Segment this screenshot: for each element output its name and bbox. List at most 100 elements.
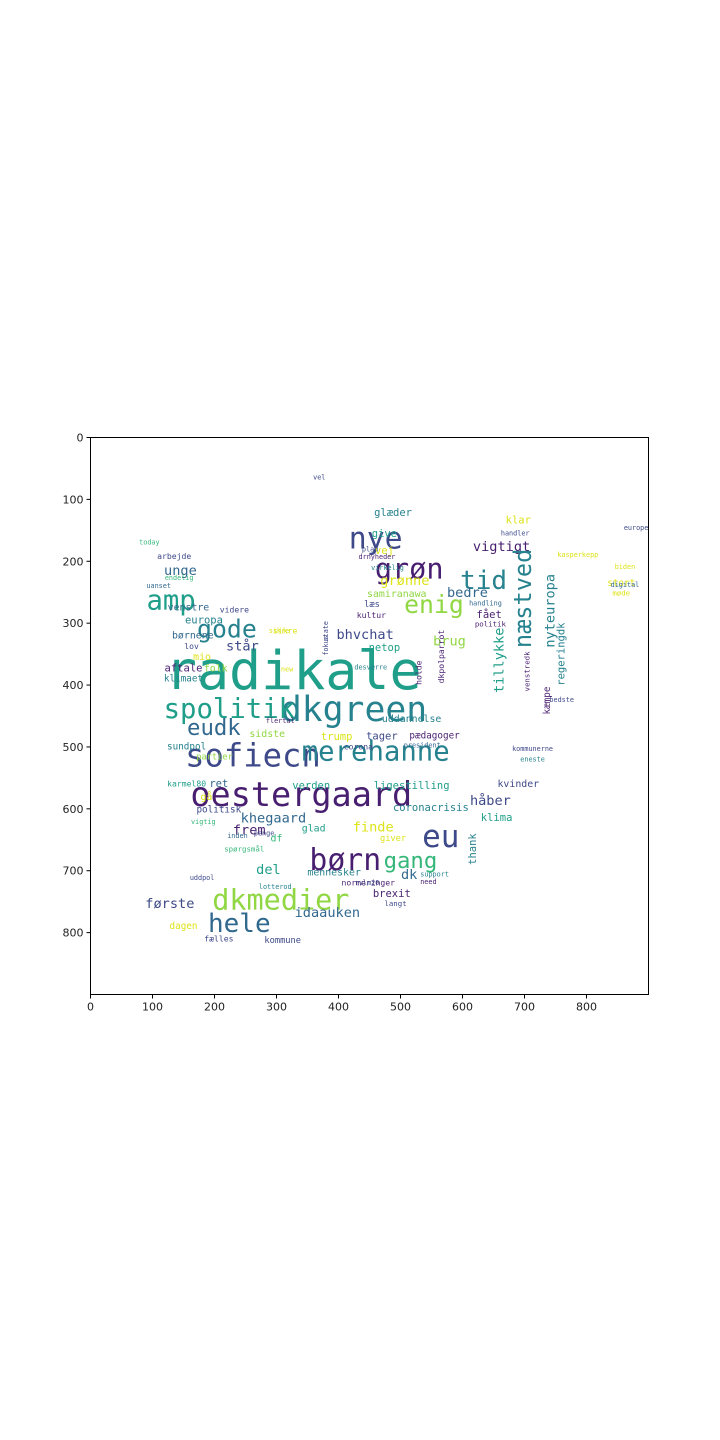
word-børnene: børnene (172, 631, 214, 642)
word-politik: politik (475, 619, 507, 628)
x-tick-label: 300 (266, 1001, 287, 1014)
word-klima: klima (481, 812, 513, 824)
word-rvlm20: rvlm20 (355, 879, 380, 887)
word-uanset: uanset (146, 582, 171, 590)
word-president: president (404, 742, 441, 750)
word-brexit: brexit (373, 888, 411, 900)
word-dkmedier: dkmedier (212, 884, 349, 917)
word-trump: trump (321, 731, 353, 743)
y-axis: 0 100 200 300 400 500 600 700 800 (63, 432, 91, 940)
word-første: første (145, 896, 194, 912)
word-eudk: eudk (187, 715, 241, 741)
y-tick-label: 600 (63, 803, 84, 816)
word-glæder: glæder (374, 507, 412, 519)
x-tick-label: 100 (142, 1001, 163, 1014)
word-mio: mio (193, 652, 211, 663)
word-kvinder: kvinder (497, 779, 539, 790)
word-oestergaard: oestergaard (190, 775, 412, 814)
word-fælles: fælles (204, 933, 233, 943)
word-sundpol: sundpol (167, 741, 206, 752)
word-unge: unge (164, 563, 197, 579)
word-spolitik: spolitik (164, 694, 296, 725)
word-enig: enig (404, 590, 464, 619)
word-thank: thank (467, 833, 479, 865)
word-karmel80: karmel80 (167, 779, 206, 789)
y-tick-label: 700 (63, 865, 84, 878)
word-merehanne: merehanne (302, 737, 450, 768)
y-tick-label: 400 (63, 679, 84, 692)
word-spørgsmål: spørgsmål (224, 845, 264, 854)
word-klar: klar (506, 514, 531, 526)
word-plan: plan (362, 546, 378, 554)
word-virkelig: virkelig (371, 564, 404, 572)
word-tager: tager (366, 730, 398, 742)
word-idaauken: idaauken (295, 905, 360, 921)
y-tick-label: 200 (63, 555, 84, 568)
word-ret: ret (209, 778, 228, 790)
word-håber: håber (470, 792, 511, 809)
word-kæmpe: kæmpe (542, 686, 553, 714)
word-bedre: bedre (447, 585, 488, 601)
x-tick-label: 800 (576, 1001, 597, 1014)
word-pædagoger: pædagoger (409, 730, 460, 741)
word-amp: amp (146, 586, 195, 617)
x-tick-label: 400 (328, 1001, 349, 1014)
word-drnyheder: drnyheder (359, 553, 396, 561)
x-tick-label: 500 (390, 1001, 411, 1014)
word-tid: tid (460, 566, 507, 596)
word-uddannelse: uddannelse (382, 714, 442, 725)
word-netop: netop (369, 642, 401, 654)
word-digital: digital (611, 581, 640, 589)
word-europe: europe (624, 524, 649, 532)
word-dk: dk (401, 867, 417, 883)
word-kommunerne: kommunerne (512, 745, 553, 753)
word-eneste: eneste (520, 755, 545, 763)
word-sofiecn: sofiecn (185, 736, 321, 774)
word-handler: handler (501, 529, 530, 537)
word-brug: brug (433, 634, 466, 650)
word-langt: langt (384, 899, 406, 908)
word-ligestilling: ligestilling (374, 780, 450, 792)
word-verden: verden (292, 780, 330, 792)
word-frem: frem (233, 822, 266, 838)
word-kasperkepp: kasperkepp (557, 551, 598, 559)
word-radikale: radikale (165, 640, 422, 702)
word-penge: penge (254, 830, 274, 838)
word-grønne: grønne (380, 573, 429, 589)
word-khegaard: khegaard (241, 811, 306, 827)
word-europa: europa (185, 615, 223, 627)
word-giver: giver (380, 834, 406, 844)
word-venstredk: venstredk (523, 651, 532, 692)
word-samiranawa: samiranawa (367, 589, 427, 600)
word-gang: gang (384, 848, 438, 874)
y-tick-label: 100 (63, 493, 84, 506)
word-arbejde: arbejde (157, 551, 191, 561)
word-grøn: grøn (375, 553, 444, 586)
word-dkgreen: dkgreen (281, 690, 427, 730)
word-næstved: næstved (509, 549, 537, 648)
word-bhvchat: bhvchat (337, 627, 394, 643)
x-tick-label: 700 (514, 1001, 535, 1014)
word-need: need (420, 878, 436, 886)
word-dkpolparrot: dkpolparrot (436, 630, 446, 684)
word-venstre: venstre (168, 603, 210, 614)
word-mennesker: mennesker (307, 868, 361, 879)
word-biden: biden (615, 563, 635, 571)
word-today: today (139, 539, 159, 547)
word-sikre: sikre (269, 627, 289, 635)
word-uddpol: uddpol (190, 874, 215, 882)
y-tick-label: 500 (63, 741, 84, 754)
word-kommune: kommune (264, 936, 301, 946)
word-vigtig: vigtig (191, 818, 216, 826)
word-lov: lov (184, 641, 199, 651)
word-møde: møde (612, 588, 630, 597)
word-state: state (322, 621, 330, 641)
word-inden: inden (227, 832, 247, 840)
word-handling: handling (469, 599, 502, 607)
word-desværre: desværre (354, 664, 387, 672)
word-klimaet: klimaet (164, 673, 203, 684)
word-lotterod: lotterod (259, 883, 292, 891)
